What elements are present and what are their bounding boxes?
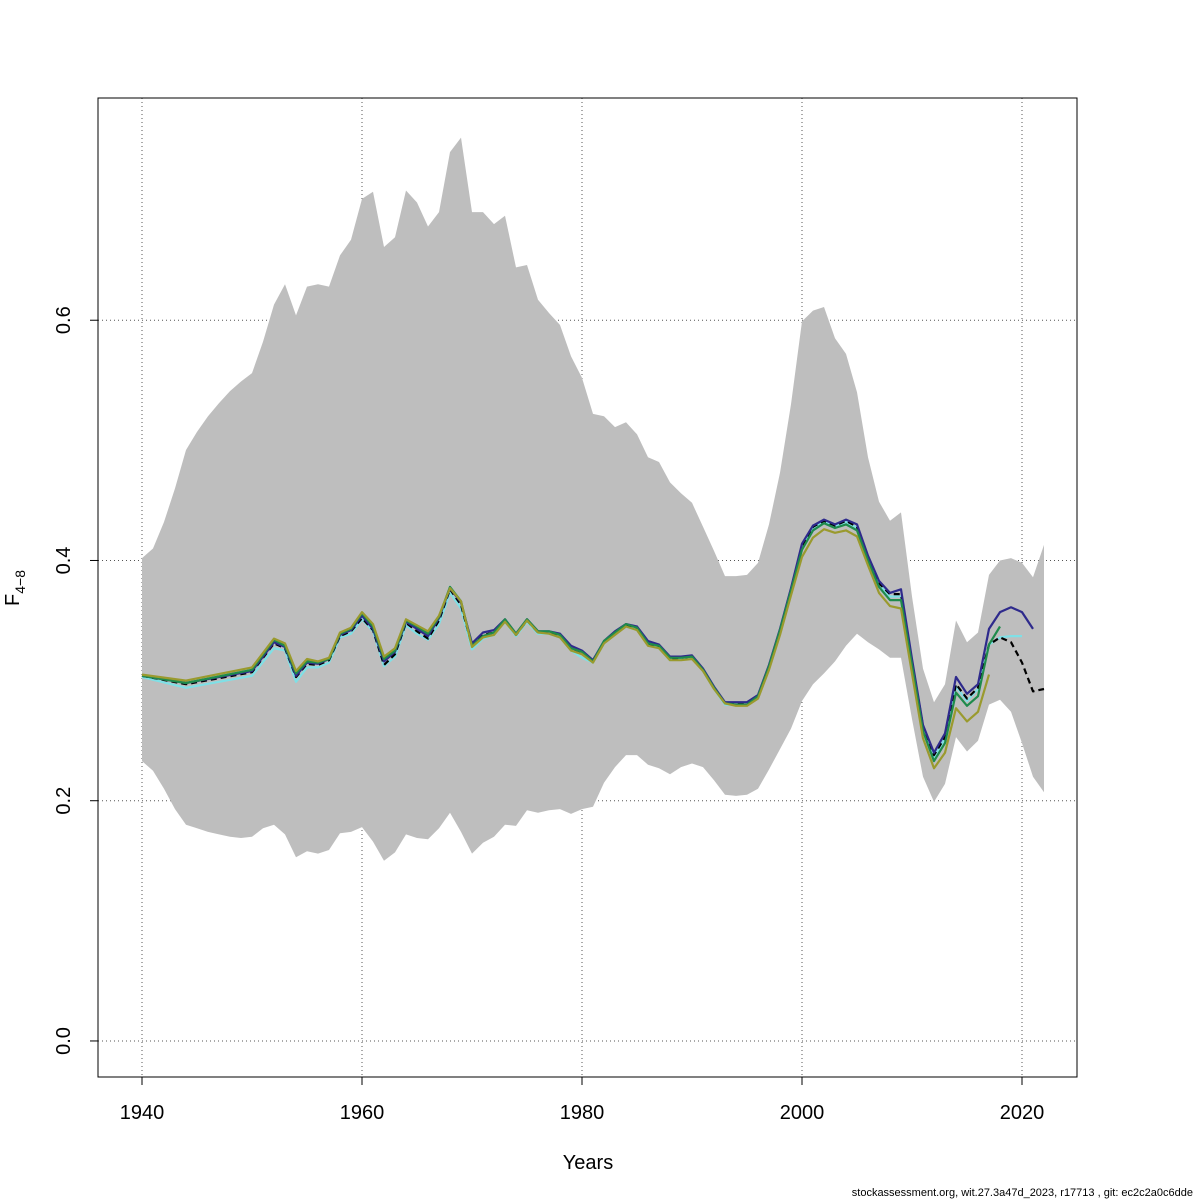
y-tick-label-0: 0.0 [53, 1027, 75, 1055]
y-tick-label-3: 0.6 [53, 306, 75, 334]
x-tick-label-1980: 1980 [560, 1102, 605, 1124]
y-axis-title: F4−8 [2, 570, 28, 606]
x-axis-title: Years [563, 1152, 613, 1174]
footer-credit: stockassessment.org, wit.27.3a47d_2023, … [852, 1187, 1193, 1199]
y-axis-title-subscript: 4−8 [12, 570, 28, 594]
series-line-5 [141, 528, 991, 770]
y-axis: 0.0 0.2 0.4 0.6 [53, 306, 99, 1055]
data-series [141, 518, 1045, 770]
x-tick-label-1940: 1940 [120, 1102, 165, 1124]
y-tick-label-1: 0.2 [53, 787, 75, 815]
y-tick-label-2: 0.4 [53, 547, 75, 575]
x-axis: 1940 1960 1980 2000 2020 [120, 1076, 1045, 1124]
confidence-band [142, 137, 1044, 861]
x-tick-label-1960: 1960 [340, 1102, 385, 1124]
confidence-band-area [142, 137, 1044, 861]
x-tick-label-2000: 2000 [780, 1102, 825, 1124]
y-axis-title-main: F [2, 594, 24, 606]
series-line-4 [141, 522, 1001, 763]
x-tick-label-2020: 2020 [1000, 1102, 1045, 1124]
